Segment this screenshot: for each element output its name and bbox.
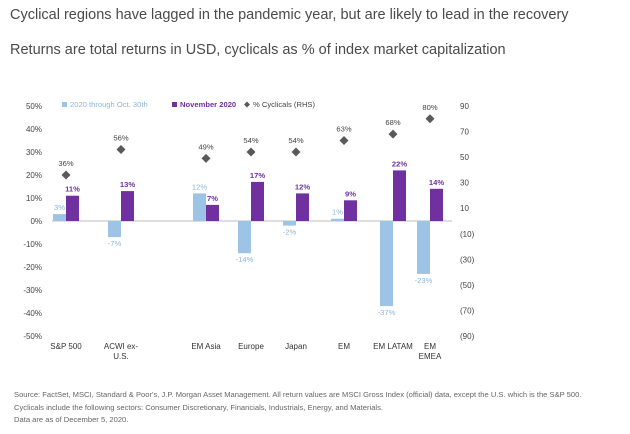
cyclicals-label: 56% <box>113 133 128 142</box>
data-label-2020-oct: -37% <box>378 308 396 317</box>
y-tick-label: 40% <box>26 125 42 134</box>
footnote-source: Source: FactSet, MSCI, Standard & Poor's… <box>14 390 582 399</box>
y-tick-label: 30% <box>26 148 42 157</box>
data-label-2020-oct: -14% <box>236 255 254 264</box>
cyclicals-point <box>425 114 435 124</box>
chart-subtitle: Returns are total returns in USD, cyclic… <box>10 42 506 58</box>
data-label-nov-2020: 11% <box>65 185 80 194</box>
data-label-2020-oct: -7% <box>108 239 122 248</box>
bar-2020-oct <box>331 218 344 221</box>
bar-nov-2020 <box>393 170 406 221</box>
y-tick-label: -40% <box>23 309 42 318</box>
legend-swatch-cyclicals <box>244 101 250 108</box>
data-label-nov-2020: 17% <box>250 171 265 180</box>
data-label-nov-2020: 22% <box>392 159 407 168</box>
y2-tick-label: (30) <box>460 255 475 264</box>
bar-2020-oct <box>108 221 121 238</box>
cyclicals-point <box>61 170 71 180</box>
bar-nov-2020 <box>66 195 79 221</box>
legend-swatch-2020-oct <box>62 102 67 107</box>
bar-nov-2020 <box>251 181 264 221</box>
footnote-cyclicals: Cyclicals include the following sectors:… <box>14 402 384 412</box>
cyclicals-point <box>388 129 398 139</box>
y2-tick-label: (50) <box>460 281 475 290</box>
y2-tick-label: (90) <box>460 332 475 341</box>
bar-nov-2020 <box>296 193 309 221</box>
x-category-label: EM <box>424 342 436 351</box>
bar-2020-oct <box>417 221 430 274</box>
bar-nov-2020 <box>121 191 134 221</box>
bar-2020-oct <box>380 221 393 307</box>
cyclicals-point <box>291 147 301 157</box>
x-category-label: S&P 500 <box>50 342 82 351</box>
y2-tick-label: 30 <box>460 179 469 188</box>
data-label-nov-2020: 7% <box>207 194 218 203</box>
bar-nov-2020 <box>206 204 219 221</box>
x-category-label: Europe <box>238 342 264 351</box>
bar-2020-oct <box>283 221 296 226</box>
y2-tick-label: 50 <box>460 153 469 162</box>
x-category-label: EM Asia <box>191 342 221 351</box>
y2-tick-label: (70) <box>460 306 475 315</box>
data-label-2020-oct: 12% <box>192 182 207 191</box>
cyclicals-label: 54% <box>243 136 258 145</box>
bar-nov-2020 <box>430 188 443 221</box>
x-category-label: EM <box>338 342 350 351</box>
y-tick-label: 50% <box>26 102 42 111</box>
cyclicals-label: 63% <box>336 125 351 134</box>
data-label-nov-2020: 13% <box>120 180 135 189</box>
chart-title: Cyclical regions have lagged in the pand… <box>10 7 569 23</box>
x-category-label: Japan <box>285 342 307 351</box>
y-tick-label: 20% <box>26 171 42 180</box>
bar-2020-oct <box>53 214 66 221</box>
x-category-label: EMEA <box>419 352 442 361</box>
cyclicals-label: 49% <box>198 142 213 151</box>
y-tick-label: -10% <box>23 240 42 249</box>
legend-label-cyclicals: % Cyclicals (RHS) <box>253 100 315 109</box>
legend-label-2020-oct: 2020 through Oct. 30th <box>70 100 148 109</box>
chart: 50% 40% 30% 20% 10% 0% -10% -20% -30% -40% -50% 90 7… <box>23 100 475 361</box>
footnotes: Source: FactSet, MSCI, Standard & Poor's… <box>14 389 581 427</box>
cyclicals-point <box>116 144 126 154</box>
legend-swatch-nov-2020 <box>172 102 177 107</box>
y-tick-label: -50% <box>23 332 42 341</box>
footnote-date: Data are as of December 5, 2020. <box>14 415 129 424</box>
y-tick-label: 0% <box>30 217 42 226</box>
cyclicals-point <box>246 147 256 157</box>
data-label-2020-oct: 1% <box>332 208 343 217</box>
bar-2020-oct <box>193 193 206 221</box>
x-category-label: ACWI ex- <box>104 342 139 351</box>
y-tick-label: -20% <box>23 263 42 272</box>
cyclicals-label: 36% <box>58 159 73 168</box>
data-label-nov-2020: 12% <box>295 182 310 191</box>
data-label-2020-oct: -23% <box>415 276 433 285</box>
cyclicals-label: 68% <box>385 118 400 127</box>
y2-tick-label: 90 <box>460 102 469 111</box>
y2-tick-label: 70 <box>460 128 469 137</box>
y-tick-label: 10% <box>26 194 42 203</box>
cyclicals-label: 80% <box>422 103 437 112</box>
bar-2020-oct <box>238 221 251 254</box>
legend-label-nov-2020: November 2020 <box>180 100 236 109</box>
cyclicals-point <box>339 136 349 145</box>
data-label-2020-oct: 3% <box>54 203 65 212</box>
data-label-2020-oct: -2% <box>283 228 297 237</box>
x-category-label: EM LATAM <box>373 342 413 351</box>
y-tick-label: -30% <box>23 286 42 295</box>
data-label-nov-2020: 9% <box>345 189 356 198</box>
y2-tick-label: (10) <box>460 230 475 239</box>
bar-nov-2020 <box>344 200 357 221</box>
cyclicals-label: 54% <box>288 136 303 145</box>
cyclicals-point <box>201 153 211 163</box>
x-category-label: U.S. <box>113 352 129 361</box>
data-label-nov-2020: 14% <box>429 178 444 187</box>
y2-tick-label: 10 <box>460 204 469 213</box>
